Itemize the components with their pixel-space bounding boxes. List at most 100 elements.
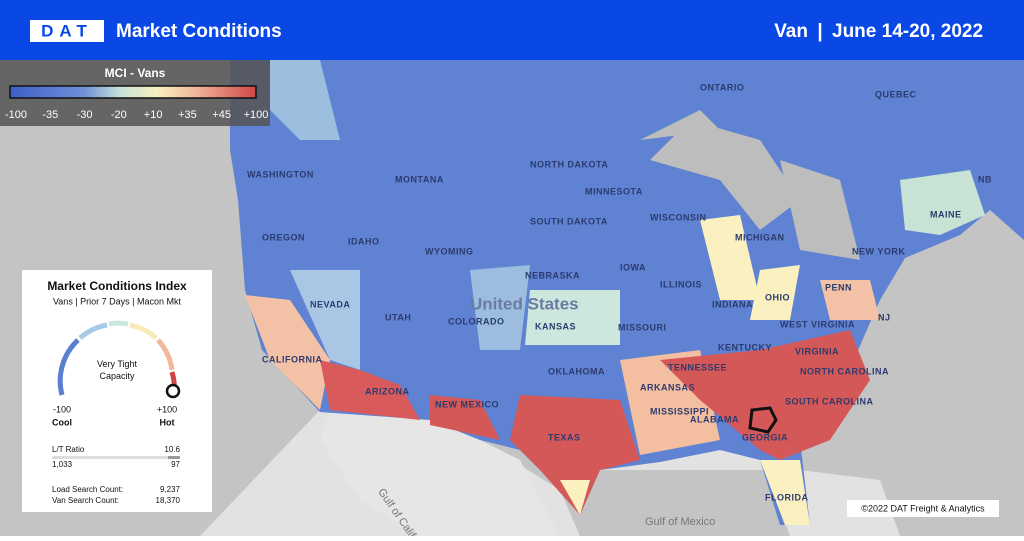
map-label: CALIFORNIA (262, 354, 323, 364)
map-label: ONTARIO (700, 82, 744, 92)
region (560, 480, 590, 515)
van-search-label: Van Search Count: (52, 496, 119, 505)
legend-tick-label: +100 (244, 109, 269, 121)
region (290, 270, 360, 370)
mexico-mainland (320, 410, 560, 536)
status-box: Very Tight Capacity (96, 359, 138, 381)
legend-tick-label: +45 (212, 109, 231, 121)
map-label: WEST VIRGINIA (780, 319, 855, 329)
gauge-arc (129, 322, 158, 340)
load-search: 9,237 (160, 485, 181, 494)
map-label: MONTANA (395, 174, 444, 184)
map-label: NEBRASKA (525, 270, 580, 280)
region (510, 395, 640, 515)
map-label: KENTUCKY (718, 342, 772, 352)
map-label: NEW MEXICO (435, 399, 499, 409)
card-subtitle: Vans | Prior 7 Days | Macon Mkt (53, 296, 182, 306)
ratio-label: L/T Ratio (52, 445, 85, 454)
ratio-bar (52, 456, 180, 459)
copyright: ©2022 DAT Freight & Analytics (861, 503, 985, 513)
legend-tick-label: -100 (5, 109, 27, 121)
trucks: 97 (171, 460, 180, 469)
legend-scale (9, 85, 257, 99)
status: Very Tight Capacity (96, 359, 138, 381)
region (430, 395, 500, 440)
map-label: MINNESOTA (585, 186, 643, 196)
region (900, 170, 985, 235)
info-card (22, 270, 212, 512)
map-label: WYOMING (425, 246, 474, 256)
ratio-bar-fill (168, 456, 180, 459)
map-label: OREGON (262, 232, 305, 242)
map-label: TENNESSEE (668, 362, 727, 372)
header-title: Market Conditions (116, 21, 282, 42)
map-label: KANSAS (535, 321, 576, 331)
map-label: MICHIGAN (735, 232, 785, 242)
map-label: OHIO (765, 292, 790, 302)
gauge-max-label: Hot (160, 417, 175, 427)
region (660, 330, 870, 460)
gauge-arc (57, 338, 80, 396)
gauge-marker (165, 383, 181, 399)
card-title: Market Conditions Index (47, 279, 187, 293)
region (700, 215, 760, 300)
map-label: NEW YORK (852, 246, 905, 256)
map-label: OKLAHOMA (548, 366, 605, 376)
map-label: MAINE (930, 209, 962, 219)
equipment: Van (774, 21, 808, 42)
map-label: MISSISSIPPI (650, 406, 709, 416)
gauge-arc (108, 320, 129, 327)
region (525, 290, 620, 345)
van-search: 18,370 (156, 496, 181, 505)
map-label: COLORADO (448, 316, 505, 326)
map-label: SOUTH CAROLINA (785, 396, 874, 406)
map-label: VIRGINIA (795, 346, 839, 356)
map-label: QUEBEC (875, 89, 917, 99)
ratio: 10.6 (164, 445, 180, 454)
gauge-arc (156, 338, 175, 371)
map-label: INDIANA (712, 299, 753, 309)
map-label: WISCONSIN (650, 212, 707, 222)
water-label: Gulf of Mexico (645, 516, 715, 528)
country-label: United States (470, 294, 579, 313)
gauge-arc (78, 322, 108, 340)
map-label: FLORIDA (765, 492, 809, 502)
region (270, 60, 340, 140)
legend-tick-label: +35 (178, 109, 197, 121)
legend-tick-label: -35 (42, 109, 58, 121)
logo: DAT (41, 21, 93, 40)
gauge-min-label: Cool (52, 417, 72, 427)
map-label: ARKANSAS (640, 382, 695, 392)
gauge-max: +100 (157, 404, 177, 414)
header-dates: June 14-20, 2022 (832, 21, 983, 42)
header-bar (0, 0, 1024, 60)
map-label: IOWA (620, 262, 646, 272)
map-label: IDAHO (348, 236, 380, 246)
legend-title: MCI - Vans (105, 66, 166, 80)
loads: 1,033 (52, 460, 73, 469)
map-label: PENN (825, 282, 852, 292)
region (470, 265, 530, 350)
map-label: NEVADA (310, 299, 350, 309)
copyright-box (847, 500, 999, 517)
map-label: UTAH (385, 312, 411, 322)
map-label: WASHINGTON (247, 169, 314, 179)
separator: | (817, 21, 822, 42)
legend-tick-label: -30 (77, 109, 93, 121)
map-label: MISSOURI (618, 322, 667, 332)
legend-tick-label: +10 (144, 109, 163, 121)
map-label: NORTH DAKOTA (530, 159, 608, 169)
map-label: GEORGIA (742, 432, 788, 442)
legend-tick-label: -20 (111, 109, 127, 121)
region (820, 280, 880, 320)
map-label: NORTH CAROLINA (800, 366, 889, 376)
map-label: ALABAMA (690, 414, 739, 424)
map-label: ARIZONA (365, 386, 410, 396)
gauge-min: -100 (53, 404, 71, 414)
map-label: NB (978, 174, 992, 184)
map-label: NJ (878, 312, 891, 322)
region (245, 295, 330, 410)
great-lakes (640, 110, 860, 260)
